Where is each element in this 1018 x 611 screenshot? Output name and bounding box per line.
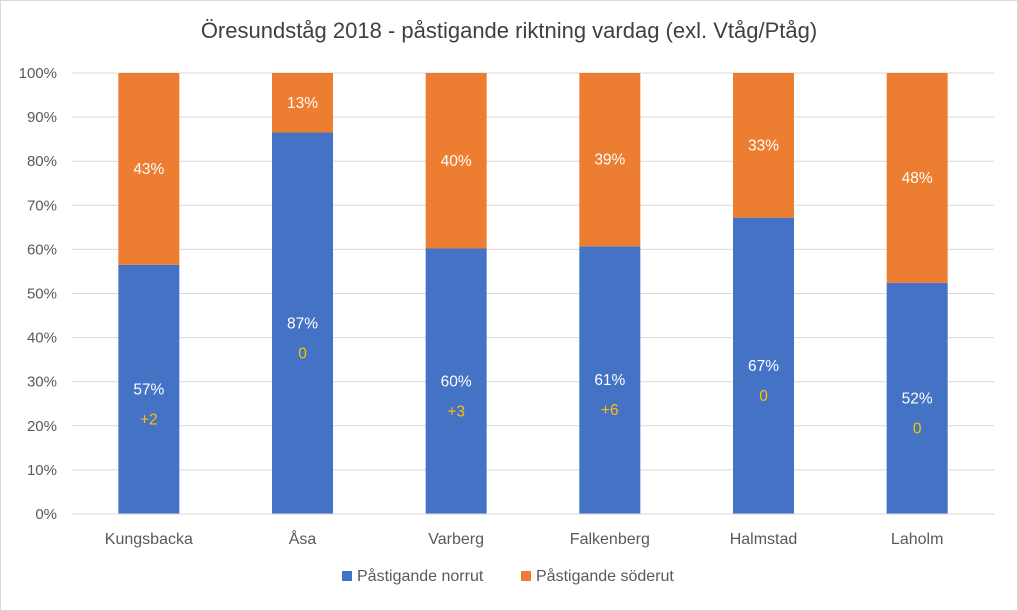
legend-swatch-soderut bbox=[521, 571, 531, 581]
data-label-soderut: 43% bbox=[133, 161, 164, 178]
bar-norrut bbox=[579, 246, 641, 515]
y-tick-label: 40% bbox=[27, 330, 57, 347]
bar-norrut bbox=[425, 248, 487, 514]
x-category-label: Varberg bbox=[428, 531, 484, 548]
bar-norrut bbox=[886, 282, 948, 514]
x-category-label: Kungsbacka bbox=[105, 531, 193, 548]
y-tick-label: 90% bbox=[27, 109, 57, 126]
data-label-norrut: 60% bbox=[441, 373, 472, 390]
data-label-soderut: 40% bbox=[441, 153, 472, 170]
x-category-label: Halmstad bbox=[730, 531, 798, 548]
data-label-norrut: 52% bbox=[902, 390, 933, 407]
bar-soderut bbox=[886, 73, 948, 283]
y-tick-label: 80% bbox=[27, 153, 57, 170]
chart-title: Öresundståg 2018 - påstigande riktning v… bbox=[200, 18, 818, 43]
y-tick-label: 0% bbox=[35, 506, 57, 523]
bar-soderut bbox=[272, 73, 333, 133]
legend-swatch-norrut bbox=[342, 571, 352, 581]
bar-soderut bbox=[425, 73, 487, 249]
data-label-norrut: 57% bbox=[133, 381, 164, 398]
data-label-soderut: 39% bbox=[594, 152, 625, 169]
annotation-label: +2 bbox=[140, 411, 158, 428]
legend-label-soderut: Påstigande söderut bbox=[536, 567, 674, 585]
annotation-label: +3 bbox=[447, 403, 465, 420]
y-tick-label: 50% bbox=[27, 286, 57, 303]
bar-soderut bbox=[118, 73, 180, 265]
legend-label-norrut: Påstigande norrut bbox=[357, 567, 484, 585]
y-tick-label: 100% bbox=[19, 65, 57, 82]
annotation-label: +6 bbox=[601, 402, 619, 419]
x-category-label: Falkenberg bbox=[570, 531, 650, 548]
annotation-label: 0 bbox=[913, 420, 922, 437]
bar-norrut bbox=[118, 264, 180, 514]
data-label-soderut: 13% bbox=[287, 95, 318, 112]
data-label-norrut: 67% bbox=[748, 358, 779, 375]
y-tick-label: 70% bbox=[27, 197, 57, 214]
y-tick-label: 10% bbox=[27, 462, 57, 479]
data-label-norrut: 87% bbox=[287, 315, 318, 332]
x-category-label: Åsa bbox=[289, 529, 317, 548]
y-tick-label: 20% bbox=[27, 418, 57, 435]
bar-soderut bbox=[733, 73, 794, 218]
x-category-label: Laholm bbox=[891, 531, 943, 548]
annotation-label: 0 bbox=[298, 345, 307, 362]
data-label-norrut: 61% bbox=[594, 372, 625, 389]
bar-soderut bbox=[579, 73, 641, 247]
annotation-label: 0 bbox=[759, 388, 768, 405]
data-label-soderut: 33% bbox=[748, 137, 779, 154]
data-label-soderut: 48% bbox=[902, 170, 933, 187]
y-tick-label: 60% bbox=[27, 241, 57, 258]
y-tick-label: 30% bbox=[27, 374, 57, 391]
bar-norrut bbox=[733, 217, 794, 514]
bar-norrut bbox=[272, 132, 333, 514]
